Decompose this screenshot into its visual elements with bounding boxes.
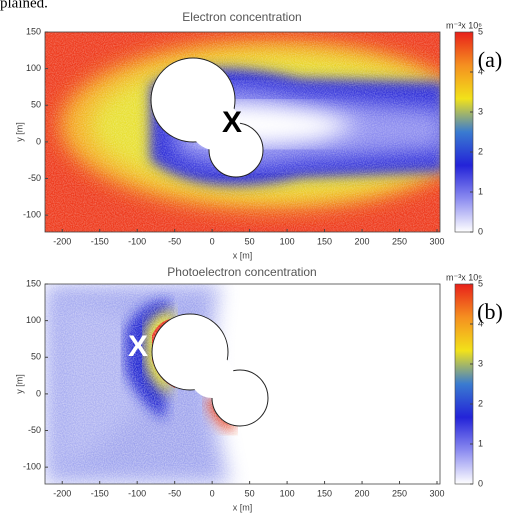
colorbar [454,283,474,485]
colorbar-tick-label: 4 [478,318,483,328]
caption-fragment: plained. [0,0,48,11]
x-tick-label: 0 [210,236,215,246]
colorbar-tick-label: 3 [478,106,483,116]
y-axis-label: y [m] [14,374,24,394]
y-axis-label: y [m] [14,122,24,142]
colorbar-tick-label: 2 [478,146,483,156]
colorbar-tick-label: 2 [478,398,483,408]
x-axis-label: x [m] [233,250,253,260]
y-tick-label: 100 [26,315,41,325]
panel-label: (b) [477,299,503,324]
position-marker: X [128,330,148,363]
y-tick-label: -50 [28,173,41,183]
y-tick-label: 50 [31,352,41,362]
panel-label: (a) [478,47,502,72]
x-tick-label: 300 [429,488,444,498]
colorbar-tick-label: 3 [478,358,483,368]
x-tick-label: -150 [91,236,109,246]
y-tick-label: 150 [26,278,41,288]
x-tick-label: -100 [128,488,146,498]
y-tick-label: 0 [36,388,41,398]
x-tick-label: 50 [245,236,255,246]
x-axis-label: x [m] [233,502,253,512]
colorbar-tick-label: 5 [478,278,483,288]
colorbar [454,31,474,233]
colorbar-tick-label: 1 [478,438,483,448]
colorbar-tick-label: 0 [478,478,483,488]
y-tick-label: -100 [23,210,41,220]
x-tick-label: 50 [245,488,255,498]
colorbar-tick-label: 5 [478,26,483,36]
plot-frame [44,31,441,233]
x-tick-label: 200 [355,488,370,498]
x-tick-label: -200 [53,488,71,498]
x-tick-label: -200 [53,236,71,246]
x-tick-label: 100 [280,236,295,246]
x-tick-label: 300 [429,236,444,246]
x-tick-label: 100 [280,488,295,498]
colorbar-tick-label: 4 [478,66,483,76]
colorbar-tick-label: 1 [478,186,483,196]
plot-frame [44,283,441,485]
colorbar-label: m⁻³x 10⁶ [446,272,482,282]
y-tick-label: 100 [26,63,41,73]
position-marker: X [222,106,242,139]
y-tick-label: -50 [28,425,41,435]
x-tick-label: 250 [392,236,407,246]
x-tick-label: -50 [168,236,181,246]
y-tick-label: 150 [26,26,41,36]
nucleus [150,57,264,178]
x-tick-label: 150 [317,488,332,498]
y-tick-label: -100 [23,462,41,472]
x-tick-label: -50 [168,488,181,498]
field [45,32,440,232]
x-tick-label: 200 [355,236,370,246]
colorbar-label: m⁻³x 10⁶ [446,20,482,30]
y-tick-label: 50 [31,100,41,110]
chart-title: Photoelectron concentration [167,265,316,279]
chart-title: Electron concentration [182,10,301,24]
x-tick-label: 250 [392,488,407,498]
x-tick-label: 0 [210,488,215,498]
y-tick-label: 0 [36,136,41,146]
x-tick-label: -150 [91,488,109,498]
x-tick-label: -100 [128,236,146,246]
nucleus [151,313,269,427]
x-tick-label: 150 [317,236,332,246]
colorbar-tick-label: 0 [478,226,483,236]
